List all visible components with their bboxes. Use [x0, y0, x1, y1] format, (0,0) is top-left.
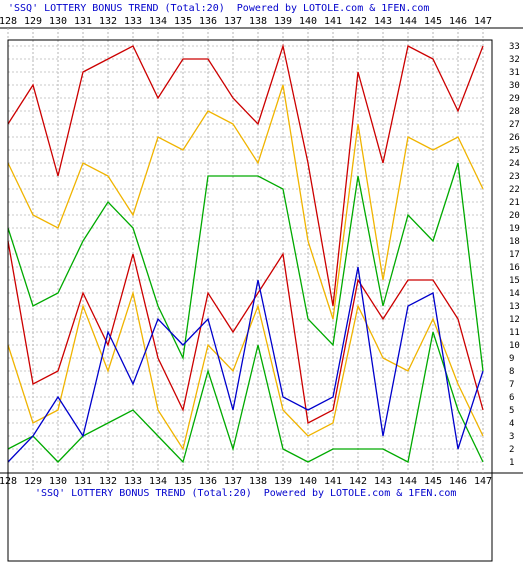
header-top-text: 'SSQ' LOTTERY BONUS TREND (Total:20) Pow… [8, 3, 429, 14]
y-tick-label: 25 [509, 146, 520, 156]
x-tick-label-bottom: 142 [349, 476, 367, 487]
y-tick-label: 18 [509, 237, 520, 247]
x-tick-label-top: 128 [0, 16, 17, 27]
x-axis-top: 128 129 130 131 132 133 134 135 136 137 138 139 140 1… [0, 16, 492, 27]
y-tick-label: 6 [509, 393, 514, 403]
x-tick-label-bottom: 141 [324, 476, 342, 487]
y-tick-label: 7 [509, 380, 514, 390]
x-tick-label-bottom: 139 [274, 476, 292, 487]
y-tick-label: 23 [509, 172, 520, 182]
x-tick-label-bottom: 131 [74, 476, 92, 487]
x-tick-label-top: 133 [124, 16, 142, 27]
x-tick-label-top: 143 [374, 16, 392, 27]
y-tick-label: 30 [509, 81, 520, 91]
x-tick-label-bottom: 130 [49, 476, 67, 487]
y-tick-label: 5 [509, 406, 514, 416]
y-axis-right: 1234567891011121314151617181920212223242… [509, 42, 520, 468]
x-tick-label-bottom: 147 [474, 476, 492, 487]
y-tick-label: 21 [509, 198, 520, 208]
series-line-1 [7, 43, 484, 307]
y-tick-label: 11 [509, 328, 520, 338]
x-tick-label-bottom: 134 [149, 476, 167, 487]
x-tick-label-top: 147 [474, 16, 492, 27]
y-tick-label: 32 [509, 55, 520, 65]
series-line-7 [7, 266, 484, 463]
series-line-5 [7, 290, 484, 451]
x-tick-label-top: 142 [349, 16, 367, 27]
y-tick-label: 8 [509, 367, 514, 377]
y-tick-label: 27 [509, 120, 520, 130]
x-tick-label-top: 134 [149, 16, 167, 27]
y-tick-label: 28 [509, 107, 520, 117]
y-tick-label: 16 [509, 263, 520, 273]
y-tick-label: 17 [509, 250, 520, 260]
x-tick-label-top: 137 [224, 16, 242, 27]
x-tick-label-bottom: 143 [374, 476, 392, 487]
x-tick-label-bottom: 135 [174, 476, 192, 487]
x-tick-label-top: 139 [274, 16, 292, 27]
y-tick-label: 31 [509, 68, 520, 78]
y-tick-label: 29 [509, 94, 520, 104]
x-tick-label-top: 131 [74, 16, 92, 27]
x-tick-label-bottom: 137 [224, 476, 242, 487]
series-line-4 [7, 240, 484, 424]
y-tick-label: 1 [509, 458, 514, 468]
x-tick-label-top: 129 [24, 16, 42, 27]
x-tick-label-bottom: 140 [299, 476, 317, 487]
x-tick-label-bottom: 138 [249, 476, 267, 487]
y-tick-label: 33 [509, 42, 520, 52]
y-tick-label: 13 [509, 302, 520, 312]
x-tick-label-bottom: 144 [399, 476, 417, 487]
x-tick-label-bottom: 132 [99, 476, 117, 487]
x-tick-label-top: 141 [324, 16, 342, 27]
y-tick-label: 14 [509, 289, 520, 299]
y-tick-label: 3 [509, 432, 514, 442]
x-tick-label-top: 135 [174, 16, 192, 27]
y-tick-label: 12 [509, 315, 520, 325]
series-line-2 [7, 84, 484, 320]
y-tick-label: 2 [509, 445, 514, 455]
y-tick-label: 20 [509, 211, 520, 221]
series-line-6 [7, 331, 484, 464]
y-tick-label: 24 [509, 159, 520, 169]
x-tick-label-top: 145 [424, 16, 442, 27]
x-tick-label-bottom: 146 [449, 476, 467, 487]
plot-frame [7, 39, 493, 562]
x-tick-label-bottom: 136 [199, 476, 217, 487]
y-tick-label: 9 [509, 354, 514, 364]
series-lines [7, 43, 484, 464]
x-tick-label-bottom: 129 [24, 476, 42, 487]
x-tick-label-top: 144 [399, 16, 417, 27]
y-tick-label: 19 [509, 224, 520, 234]
x-tick-label-top: 132 [99, 16, 117, 27]
x-tick-label-bottom: 145 [424, 476, 442, 487]
y-tick-label: 10 [509, 341, 520, 351]
x-tick-label-bottom: 133 [124, 476, 142, 487]
y-tick-label: 4 [509, 419, 514, 429]
y-tick-label: 22 [509, 185, 520, 195]
x-tick-label-top: 130 [49, 16, 67, 27]
y-tick-label: 26 [509, 133, 520, 143]
x-tick-label-top: 140 [299, 16, 317, 27]
y-tick-label: 15 [509, 276, 520, 286]
x-tick-label-top: 136 [199, 16, 217, 27]
x-axis-bottom: 128 129 130 131 132 133 134 135 136 137 138 139 140 1… [0, 476, 492, 487]
x-tick-label-bottom: 128 [0, 476, 17, 487]
x-tick-label-top: 138 [249, 16, 267, 27]
x-tick-label-top: 146 [449, 16, 467, 27]
series-line-3 [7, 162, 484, 372]
header-bottom-text: 'SSQ' LOTTERY BONUS TREND (Total:20) Pow… [35, 488, 456, 499]
